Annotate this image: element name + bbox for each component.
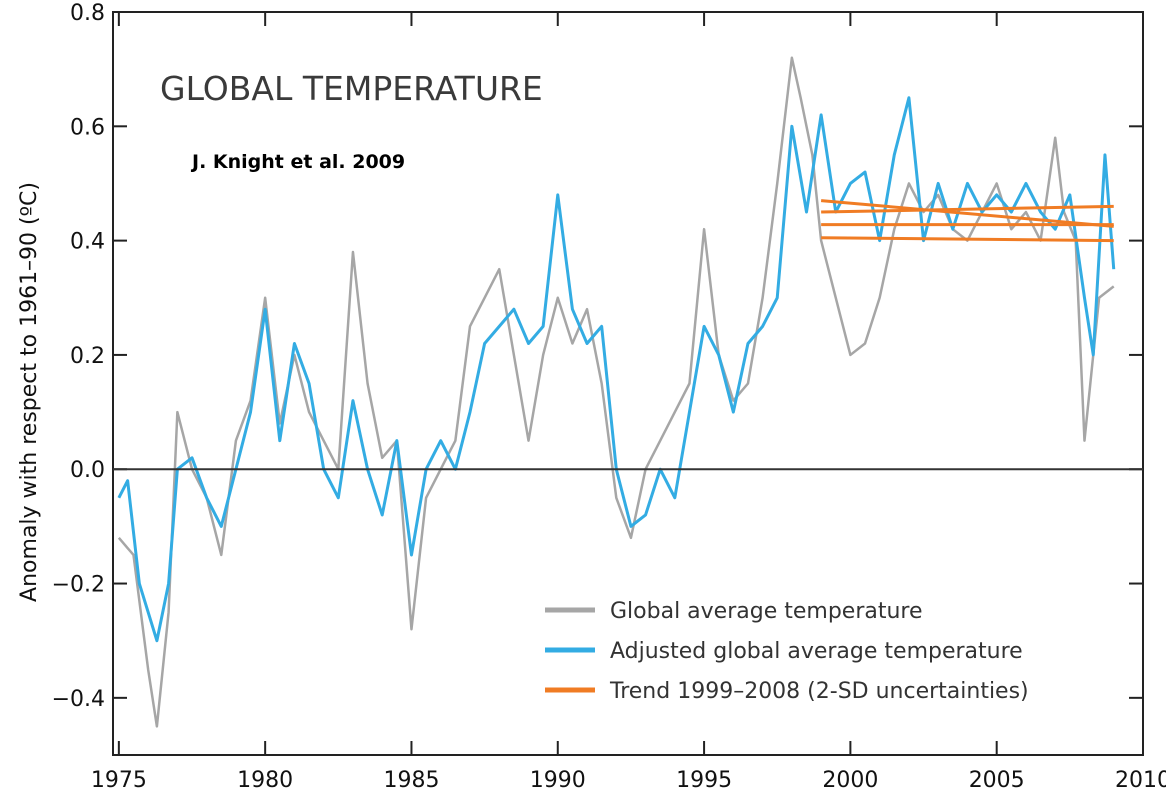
legend-label: Adjusted global average temperature [610,639,1023,664]
series-line-trend [820,199,1114,228]
y-tick-label: 0.6 [70,115,105,140]
x-tick-label: 1990 [530,768,586,793]
x-tick-label: 1975 [91,768,147,793]
axes [112,11,1144,756]
x-tick-label: 2000 [822,768,878,793]
y-tick-label: 0.4 [70,230,105,255]
tick-labels: −0.4 −0.2 0.0 0.2 0.4 0.6 0.8 1975 1980 1985 1990 1… [52,1,1166,793]
y-tick-label: −0.4 [52,687,105,712]
y-tick-label: 0.8 [70,1,105,26]
series-line-1 [117,96,1116,643]
series-line-trend [821,236,1114,243]
x-tick-label: 1985 [383,768,439,793]
y-tick-label: 0.0 [70,458,105,483]
series-line-trend [821,204,1114,214]
legend: Global average temperature Adjusted globa… [545,599,1029,704]
plot-frame [112,11,1144,756]
x-tick-label: 1980 [237,768,293,793]
y-axis-title: Anomaly with respect to 1961–90 (ºC) [17,182,42,602]
series-layer [117,56,1116,728]
source-annotation: J. Knight et al. 2009 [190,151,405,173]
y-tick-label: 0.2 [70,344,105,369]
x-tick-label: 1995 [676,768,732,793]
y-tick-label: −0.2 [52,573,105,598]
chart-title: GLOBAL TEMPERATURE [160,69,543,108]
x-tick-label: 2010 [1115,768,1166,793]
x-tick-label: 2005 [969,768,1025,793]
legend-label: Global average temperature [610,599,923,624]
series-line-0 [117,56,1115,728]
legend-label: Trend 1999–2008 (2-SD uncertainties) [609,679,1029,704]
